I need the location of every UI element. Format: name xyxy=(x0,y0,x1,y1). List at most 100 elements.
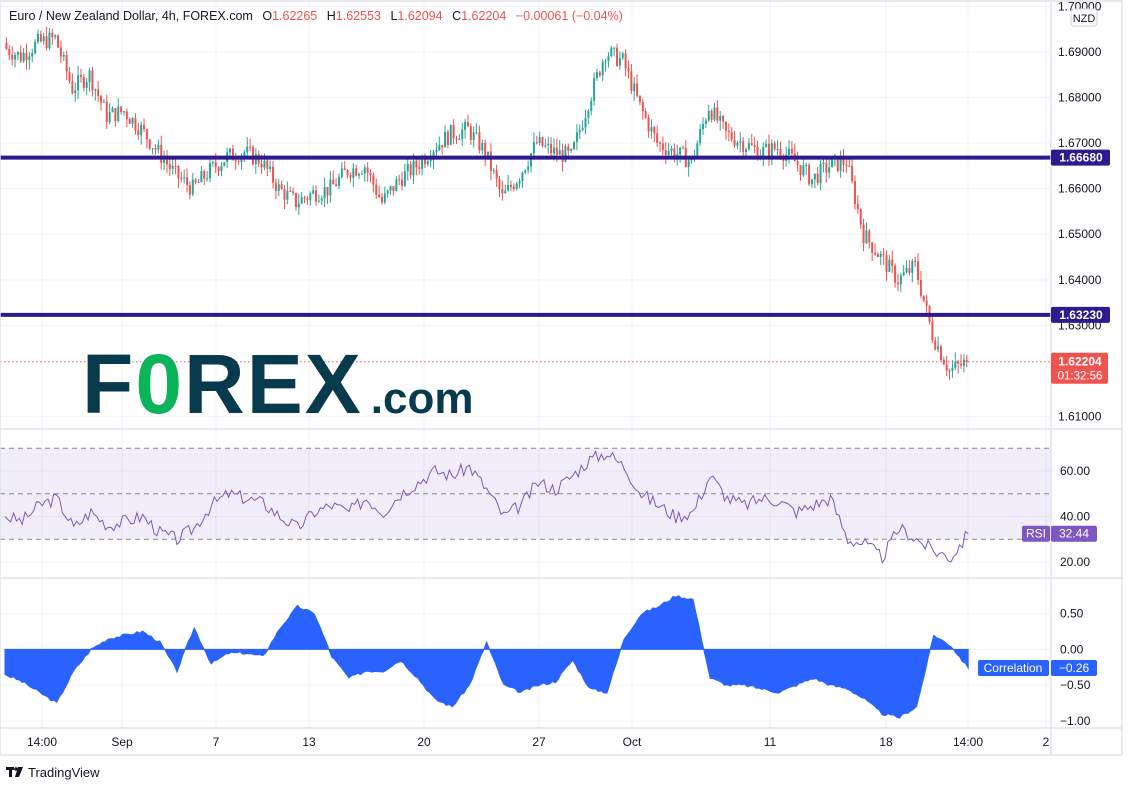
candle xyxy=(105,94,108,129)
candle xyxy=(177,165,180,189)
horizontal-levels[interactable] xyxy=(0,155,1051,317)
x-tick-label: 7 xyxy=(213,735,220,749)
candle xyxy=(455,135,458,145)
candle xyxy=(819,160,822,191)
candle xyxy=(229,147,232,157)
candle xyxy=(203,169,206,186)
price-tick-label: 1.67000 xyxy=(1058,136,1102,150)
candle xyxy=(380,192,383,205)
low-value: 1.62094 xyxy=(397,9,443,23)
candle xyxy=(183,169,186,184)
candle xyxy=(489,143,492,181)
candle xyxy=(859,208,862,229)
candle xyxy=(871,241,874,262)
candle xyxy=(77,65,80,99)
open-label: O xyxy=(262,9,273,23)
candle xyxy=(151,147,154,155)
candle xyxy=(122,110,125,116)
candle xyxy=(544,138,547,149)
rsi-name: RSI xyxy=(1026,527,1046,541)
candle xyxy=(249,138,252,152)
candle xyxy=(492,168,495,175)
x-tick-label: 11 xyxy=(764,735,777,749)
candle xyxy=(346,168,349,179)
candle xyxy=(403,163,406,187)
open-value: 1.62265 xyxy=(272,9,318,23)
candle xyxy=(831,158,834,168)
candle xyxy=(879,251,882,266)
candle xyxy=(527,160,530,174)
candle xyxy=(802,159,805,178)
candle xyxy=(469,123,472,145)
candle xyxy=(644,108,647,120)
correlation-tick-label: −1.00 xyxy=(1060,714,1091,728)
candle xyxy=(57,34,60,48)
candle xyxy=(739,132,742,153)
candle xyxy=(876,252,879,258)
candle xyxy=(128,117,131,124)
candle xyxy=(352,162,355,188)
candle xyxy=(300,191,303,205)
candle xyxy=(679,147,682,163)
high-value: 1.62553 xyxy=(335,9,381,23)
candle xyxy=(593,72,596,106)
candle xyxy=(409,161,412,180)
candle xyxy=(604,58,607,72)
correlation-tick-label: −0.50 xyxy=(1060,678,1091,692)
candle xyxy=(598,70,601,78)
candle xyxy=(888,255,891,273)
x-tick-label: Oct xyxy=(623,735,642,749)
candle xyxy=(524,169,527,175)
candle xyxy=(286,181,289,205)
candle xyxy=(939,344,942,362)
candle xyxy=(269,160,272,173)
candle xyxy=(68,67,71,84)
candle xyxy=(466,114,469,127)
candle xyxy=(14,52,17,68)
price-tick-label: 1.64000 xyxy=(1058,273,1102,287)
candle xyxy=(607,51,610,68)
candle xyxy=(292,187,295,196)
candle xyxy=(217,165,220,176)
candle xyxy=(289,186,292,192)
change-value: −0.00061 (−0.04%) xyxy=(515,9,623,23)
candle xyxy=(11,46,14,66)
candle xyxy=(954,352,957,371)
tradingview-brand[interactable]: TradingView xyxy=(6,765,100,780)
candle xyxy=(234,152,237,170)
candle xyxy=(891,250,894,274)
candle xyxy=(704,118,707,128)
candle xyxy=(584,109,587,135)
candle xyxy=(742,137,745,158)
candle xyxy=(372,172,375,193)
candle xyxy=(805,162,808,175)
rsi-tick-label: 40.00 xyxy=(1060,510,1090,524)
candle xyxy=(114,107,117,127)
candle xyxy=(360,170,363,175)
candle xyxy=(65,50,68,81)
candle xyxy=(590,97,593,116)
candle xyxy=(378,185,381,199)
candle xyxy=(25,43,28,70)
candle xyxy=(277,178,280,197)
candle xyxy=(670,145,673,156)
candle xyxy=(882,248,885,265)
candle xyxy=(865,222,868,244)
candle xyxy=(937,336,940,353)
candle xyxy=(862,218,865,252)
symbol-title[interactable]: Euro / New Zealand Dollar, 4h, FOREX.com xyxy=(9,9,253,23)
candle xyxy=(951,360,954,378)
pane-borders xyxy=(0,0,1123,756)
candle xyxy=(853,175,856,210)
candle xyxy=(340,162,343,179)
candle xyxy=(312,185,315,195)
candle xyxy=(676,144,679,166)
candle xyxy=(401,171,404,191)
rsi-line xyxy=(4,450,969,565)
currency-badge[interactable]: NZD xyxy=(1070,8,1098,27)
candle xyxy=(323,177,326,208)
candle xyxy=(8,44,11,61)
candle xyxy=(696,140,699,157)
candle xyxy=(796,151,799,172)
